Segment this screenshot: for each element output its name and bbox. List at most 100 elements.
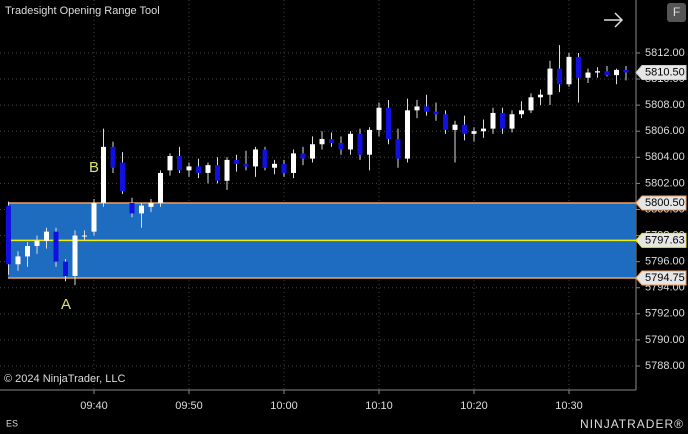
candle-body [538, 94, 543, 98]
annotation: A [61, 296, 71, 313]
candle-body [262, 149, 268, 168]
candle-body [291, 153, 296, 173]
candle-body [82, 235, 87, 237]
copyright: © 2024 NinjaTrader, LLC [4, 373, 125, 385]
candle-body [25, 246, 30, 257]
candle-body [500, 112, 505, 129]
candle-body [44, 231, 49, 241]
candle-body [595, 71, 600, 73]
candle-body [215, 165, 220, 181]
candle-body [509, 114, 515, 129]
candle-body [310, 144, 315, 159]
x-tick-label: 10:30 [555, 400, 583, 412]
candle-body [462, 124, 467, 134]
candle-body [395, 139, 401, 159]
candle-body [253, 149, 258, 167]
candle-body [348, 133, 353, 150]
candle-body [519, 110, 524, 115]
arrow-icon[interactable] [604, 12, 624, 28]
candle-body [34, 240, 40, 246]
candle-body [452, 124, 458, 130]
candle-body [376, 107, 382, 130]
candle-body [547, 68, 553, 95]
y-tick-label: 5804.00 [645, 151, 685, 163]
candle-body [614, 69, 619, 76]
candle-body [72, 235, 78, 276]
candle-body [224, 159, 230, 181]
y-tick-label: 5812.00 [645, 47, 685, 59]
candle-body [557, 68, 562, 85]
y-tick-label: 5806.00 [645, 125, 685, 137]
candle-body [357, 133, 363, 155]
candle-body [281, 163, 287, 173]
y-tick-label: 5808.00 [645, 99, 685, 111]
candle-body [338, 142, 344, 150]
candle-body [443, 114, 448, 130]
price-marker-label: 5794.75 [645, 272, 685, 284]
y-tick-label: 5802.00 [645, 177, 685, 189]
candle-body [177, 156, 182, 171]
price-marker-label: 5810.50 [645, 66, 685, 78]
candle-body [53, 231, 59, 262]
y-tick-label: 5796.00 [645, 256, 685, 268]
x-tick-label: 09:40 [80, 400, 108, 412]
price-marker-label: 5800.50 [645, 197, 685, 209]
price-marker-label: 5797.63 [645, 234, 685, 246]
price-marker [635, 232, 687, 248]
candle-body [15, 256, 21, 265]
candle-body [167, 156, 173, 171]
candle-body [120, 162, 125, 192]
chart-title: Tradesight Opening Range Tool [5, 5, 160, 17]
candle-body [186, 166, 192, 171]
y-tick-label: 5792.00 [645, 308, 685, 320]
candle-body [585, 72, 591, 78]
candle-body [6, 205, 11, 265]
candle-body [576, 56, 581, 78]
candle-body [63, 261, 68, 276]
annotation: B [89, 159, 99, 176]
instrument: ES [6, 418, 18, 428]
candle-body [414, 106, 420, 111]
y-tick-label: 5790.00 [645, 334, 685, 346]
candle-body [623, 69, 629, 73]
candle-body [272, 163, 277, 168]
candle-body [158, 172, 163, 203]
x-tick-label: 10:20 [460, 400, 488, 412]
candle-body [139, 205, 144, 214]
candle-body [148, 202, 154, 207]
candle-body [367, 129, 372, 155]
candle-body [490, 112, 496, 129]
price-marker [635, 270, 687, 286]
candle-body [471, 131, 477, 134]
candle-body [91, 202, 97, 232]
candle-body [234, 159, 239, 164]
x-tick-label: 10:10 [365, 400, 393, 412]
candle-body [405, 110, 410, 159]
x-tick-label: 10:00 [270, 400, 298, 412]
price-marker [635, 65, 687, 81]
candle-body [604, 71, 610, 76]
candle-body [386, 107, 391, 140]
candle-body [129, 202, 135, 214]
candle-body [424, 106, 429, 112]
button-label[interactable]: F [673, 5, 680, 19]
candle-body [205, 165, 211, 173]
candle-body [481, 128, 486, 132]
candle-body [300, 153, 306, 159]
candle-body [433, 111, 439, 115]
x-tick-label: 09:50 [175, 400, 203, 412]
candle-body [319, 139, 325, 145]
candle-body [110, 146, 116, 168]
y-tick-label: 5788.00 [645, 360, 685, 372]
candle-body [196, 166, 201, 173]
candle-body [101, 146, 106, 203]
button[interactable] [667, 3, 686, 22]
candle-body [243, 163, 249, 167]
logo: NINJATRADER® [580, 417, 684, 431]
candle-body [329, 139, 334, 143]
price-marker [635, 195, 687, 211]
candle-body [528, 97, 534, 111]
candle-body [566, 56, 572, 85]
